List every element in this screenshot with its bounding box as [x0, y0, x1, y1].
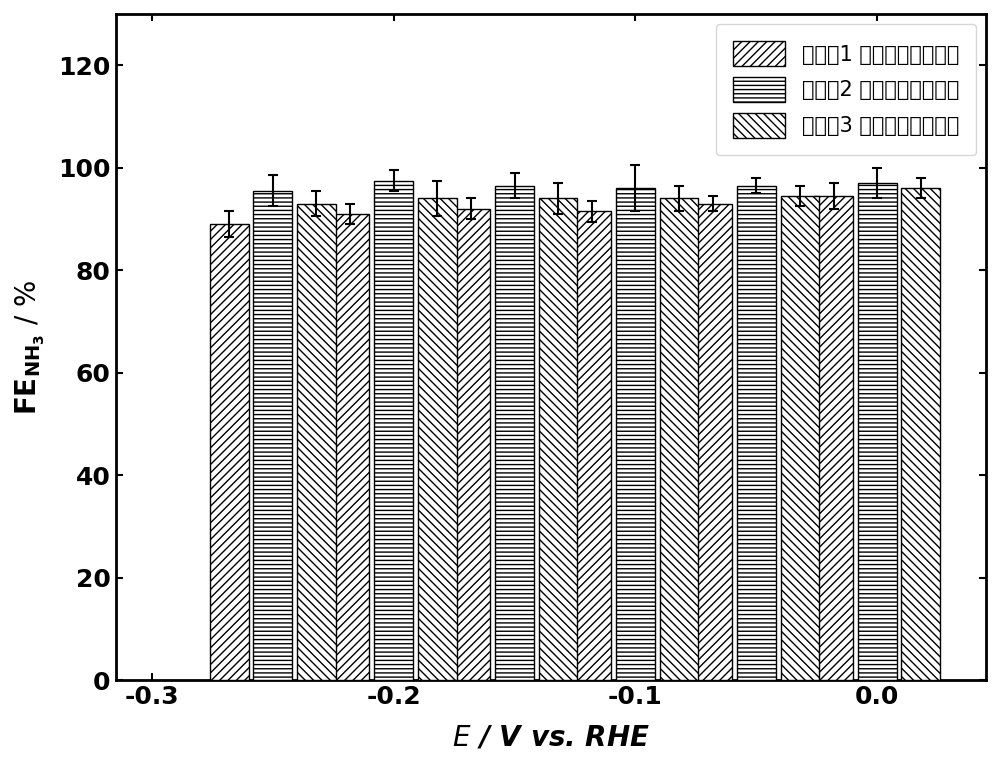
- Bar: [573, 211, 611, 680]
- Bar: [495, 186, 534, 680]
- Bar: [814, 196, 853, 680]
- X-axis label: $\mathit{E}$ / V vs. RHE: $\mathit{E}$ / V vs. RHE: [452, 723, 650, 751]
- Bar: [737, 186, 776, 680]
- Bar: [210, 224, 249, 680]
- Bar: [374, 181, 413, 680]
- Bar: [331, 214, 369, 680]
- Bar: [693, 203, 732, 680]
- Bar: [616, 188, 655, 680]
- Bar: [539, 198, 577, 680]
- Bar: [452, 209, 490, 680]
- Bar: [858, 183, 897, 680]
- Y-axis label: $\mathbf{FE_{NH_3}}$ / %: $\mathbf{FE_{NH_3}}$ / %: [14, 279, 47, 415]
- Bar: [297, 203, 336, 680]
- Bar: [660, 198, 698, 680]
- Bar: [418, 198, 457, 680]
- Legend: 实施例1 窖酸根还原倆化剂, 实施例2 窖酸根还原倆化剂, 实施例3 窖酸桩还原倆化剂: 实施例1 窖酸根还原倆化剂, 实施例2 窖酸根还原倆化剂, 实施例3 窖酸桩还原…: [716, 24, 976, 155]
- Bar: [781, 196, 819, 680]
- Bar: [901, 188, 940, 680]
- Bar: [253, 190, 292, 680]
